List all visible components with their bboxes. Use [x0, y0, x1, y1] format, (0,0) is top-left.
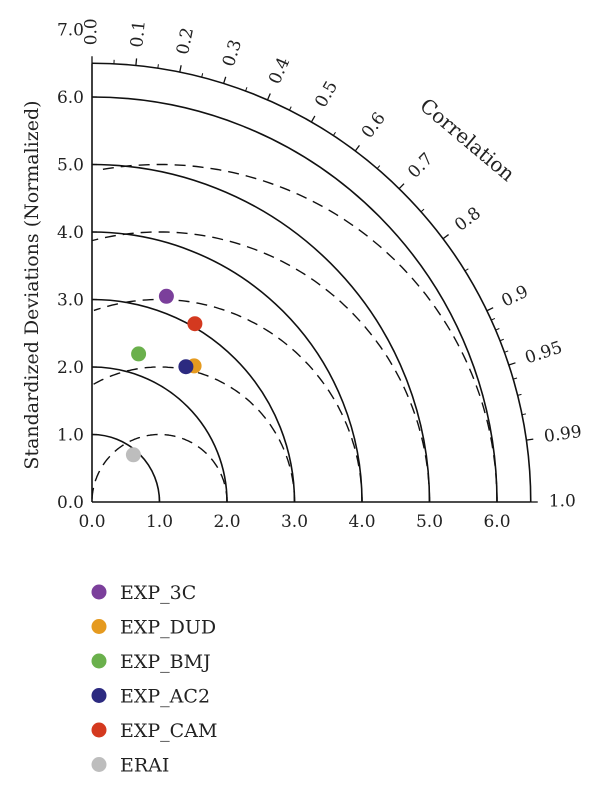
corr-minor-tick	[245, 87, 248, 92]
corr-tick-label: 0.9	[499, 282, 532, 312]
outer-arc	[91, 62, 532, 503]
x-tick-label: 1.0	[146, 512, 173, 532]
corr-tick-mark	[135, 58, 138, 66]
corr-tick-label: 1.0	[549, 492, 576, 512]
legend-label: EXP_BMJ	[120, 651, 211, 673]
corr-tick-label: 0.2	[173, 26, 198, 56]
y-tick-label: 7.0	[57, 21, 84, 41]
rms-arc	[92, 366, 296, 502]
corr-tick-label: 0.99	[543, 422, 583, 447]
corr-tick-mark	[310, 115, 316, 123]
legend-marker	[91, 757, 107, 772]
corr-tick-label: 0.7	[404, 149, 437, 182]
data-point	[158, 288, 174, 304]
std-arc	[91, 231, 363, 503]
corr-tick-mark	[486, 307, 494, 312]
correlation-axis-label: Correlation	[415, 93, 519, 186]
y-tick-label: 6.0	[57, 88, 84, 108]
legend-label: EXP_AC2	[120, 686, 210, 708]
corr-tick-label: 0.3	[219, 37, 246, 69]
x-tick-label: 2.0	[213, 512, 240, 532]
y-tick-label: 0.0	[57, 493, 84, 513]
corr-tick-mark	[526, 438, 534, 441]
y-tick-label: 3.0	[57, 291, 84, 311]
std-arc	[91, 298, 296, 503]
corr-minor-tick	[464, 268, 469, 272]
data-point	[125, 447, 141, 463]
axes	[91, 62, 532, 503]
legend-marker	[91, 619, 107, 634]
y-axis-ticks: 0.0 1.0 2.0 3.0 4.0 5.0 6.0 7.0	[57, 21, 97, 513]
corr-tick-mark	[354, 145, 360, 152]
corr-tick-label: 0.8	[451, 203, 485, 235]
corr-tick-label: 0.0	[82, 18, 102, 45]
corr-tick-mark	[266, 93, 271, 101]
x-tick-label: 0.0	[78, 512, 105, 532]
rms-arcs	[91, 163, 498, 502]
std-arc	[91, 366, 228, 503]
corr-minor-tick	[513, 377, 518, 380]
legend-label: EXP_3C	[120, 582, 196, 604]
legend-label: EXP_CAM	[120, 720, 217, 742]
corr-tick-label: 0.95	[523, 338, 565, 369]
corr-tick-label: 0.5	[311, 78, 342, 111]
data-point	[187, 316, 203, 332]
legend: EXP_3C EXP_DUD EXP_BMJ EXP_AC2 EXP_CAM ERAI	[91, 582, 217, 777]
corr-minor-tick	[201, 73, 204, 78]
corr-minor-tick	[495, 328, 500, 331]
legend-marker	[91, 688, 107, 703]
corr-tick-mark	[508, 362, 516, 366]
corr-tick-label: 0.1	[127, 20, 150, 49]
rms-arc	[93, 298, 363, 502]
y-tick-label: 2.0	[57, 358, 84, 378]
y-tick-label: 4.0	[57, 223, 84, 243]
legend-label: EXP_DUD	[120, 617, 216, 639]
rms-arc	[96, 163, 498, 502]
x-axis-ticks: 0.0 1.0 2.0 3.0 4.0 5.0 6.0	[78, 497, 511, 532]
legend-marker	[91, 653, 107, 669]
corr-minor-tick	[521, 413, 526, 416]
y-tick-label: 5.0	[57, 156, 84, 176]
x-tick-label: 3.0	[281, 512, 308, 532]
corr-minor-tick	[517, 393, 522, 396]
data-point	[131, 346, 147, 362]
legend-marker	[91, 722, 107, 738]
rms-arc	[92, 231, 431, 502]
legend-label: ERAI	[120, 755, 169, 777]
x-tick-label: 4.0	[348, 512, 375, 532]
corr-minor-tick	[504, 350, 509, 353]
corr-minor-tick	[491, 317, 496, 321]
y-axis-label: Standardized Deviations (Normalized)	[21, 100, 43, 469]
corr-tick-mark	[398, 183, 405, 190]
corr-tick-label: 0.6	[358, 109, 390, 143]
data-points	[125, 288, 203, 463]
corr-minor-tick	[420, 208, 425, 213]
corr-tick-mark	[179, 65, 182, 73]
data-point	[178, 359, 194, 375]
corr-tick-mark	[442, 234, 449, 240]
corr-minor-tick	[499, 338, 504, 342]
corr-minor-tick	[288, 106, 292, 111]
std-arc	[91, 433, 161, 503]
corr-minor-tick	[332, 131, 336, 136]
std-arc	[91, 96, 498, 503]
corr-tick-mark	[223, 76, 227, 84]
corr-minor-tick	[376, 165, 381, 169]
std-arcs	[91, 96, 498, 503]
corr-tick-label: 0.4	[265, 54, 294, 87]
std-arc	[91, 163, 431, 503]
legend-marker	[91, 584, 107, 600]
x-tick-label: 6.0	[483, 512, 510, 532]
y-tick-label: 1.0	[57, 426, 84, 446]
corr-minor-tick	[157, 64, 159, 69]
x-tick-label: 5.0	[416, 512, 443, 532]
